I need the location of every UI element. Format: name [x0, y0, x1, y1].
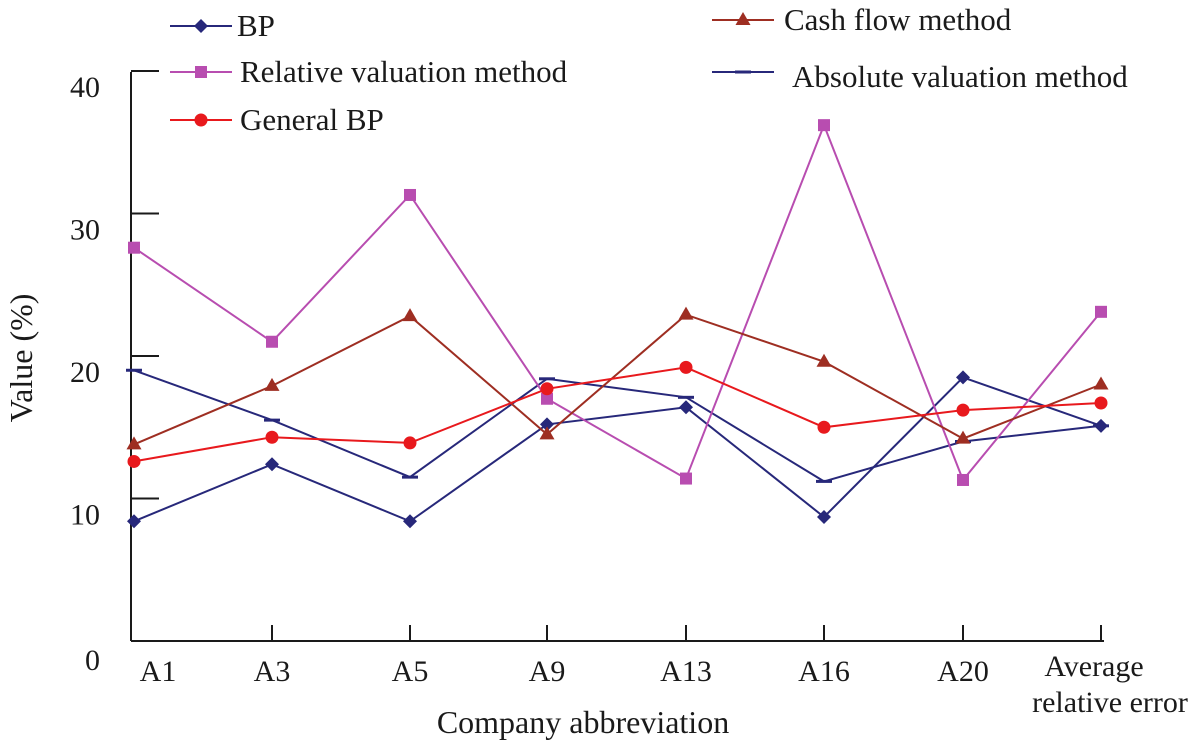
point-general-bp-a20: [956, 403, 970, 417]
x-tick-label-a9: A9: [529, 655, 566, 688]
point-bp-a5: [403, 514, 417, 529]
legend-label-cash-flow-method: Cash flow method: [784, 2, 1012, 37]
legend-label-general-bp: General BP: [240, 102, 384, 137]
point-cash-flow-method-average-relative-error: [1093, 376, 1109, 390]
point-general-bp-a1: [127, 454, 141, 468]
point-relative-valuation-method-a3: [266, 335, 278, 348]
y-tick-label-20: 20: [70, 356, 100, 389]
point-relative-valuation-method-a5: [404, 188, 416, 201]
point-bp-a13: [679, 400, 693, 415]
x-tick-label-average-relative-error: Average relative error: [1032, 650, 1188, 719]
series-line-general-bp: [133, 366, 1102, 463]
series-lines: [133, 122, 1102, 523]
x-tick-label-a16: A16: [798, 655, 850, 688]
point-relative-valuation-method-a1: [128, 241, 140, 254]
point-general-bp-a9: [540, 382, 554, 396]
legend-item-absolute-valuation-method: Absolute valuation method: [712, 59, 1128, 94]
point-relative-valuation-method-a9: [541, 392, 553, 405]
legend-item-bp: BP: [170, 8, 275, 43]
legend-marker-bp: [194, 19, 208, 33]
x-tick-label-a13: A13: [660, 655, 712, 688]
point-relative-valuation-method-average-relative-error: [1095, 305, 1107, 318]
x-tick-label-a3: A3: [254, 655, 291, 688]
axes: 0 10 20 30 40 A1 A3 A5 A9 A13 A16 A20 Average relativ…: [3, 70, 1188, 740]
x-axis-title: Company abbreviation: [437, 704, 729, 740]
point-cash-flow-method-a3: [264, 377, 280, 391]
point-relative-valuation-method-a20: [957, 473, 969, 486]
legend-marker-relative-valuation-method: [195, 66, 207, 78]
point-bp-a3: [265, 457, 279, 472]
point-bp-a20: [956, 370, 970, 385]
point-cash-flow-method-a5: [402, 308, 418, 322]
legend-marker-general-bp: [194, 113, 208, 127]
point-bp-a16: [817, 510, 831, 525]
point-cash-flow-method-a16: [816, 353, 832, 367]
point-bp-a1: [127, 514, 141, 529]
point-cash-flow-method-a1: [126, 436, 142, 450]
legend-label-absolute-valuation-method: Absolute valuation method: [792, 59, 1128, 94]
series-markers: [126, 119, 1109, 529]
series-line-bp: [133, 376, 1102, 523]
point-bp-a9: [540, 417, 554, 432]
series-line-cash-flow-method: [133, 313, 1102, 446]
y-tick-label-30: 30: [70, 214, 100, 247]
point-relative-valuation-method-a16: [818, 119, 830, 132]
point-general-bp-a5: [403, 436, 417, 450]
point-general-bp-average-relative-error: [1094, 396, 1108, 410]
x-tick-label-a5: A5: [392, 655, 429, 688]
point-general-bp-a13: [679, 360, 693, 374]
legend-label-bp: BP: [237, 8, 275, 43]
point-relative-valuation-method-a13: [680, 472, 692, 485]
legend-item-cash-flow-method: Cash flow method: [712, 2, 1012, 37]
legend-marker-cash-flow-method: [735, 12, 751, 25]
legend-item-relative-valuation-method: Relative valuation method: [170, 54, 568, 89]
legend-label-relative-valuation-method: Relative valuation method: [240, 54, 568, 89]
point-cash-flow-method-a13: [678, 306, 694, 320]
point-general-bp-a3: [265, 430, 279, 444]
legend-item-general-bp: General BP: [170, 102, 384, 137]
x-tick-label-a1: A1: [140, 655, 177, 688]
series-line-absolute-valuation-method: [133, 369, 1102, 483]
y-tick-label-10: 10: [70, 499, 100, 532]
y-axis-title: Value (%): [3, 294, 39, 423]
series-line-relative-valuation-method: [133, 122, 1102, 482]
legend: BP Relative valuation method General BP Cas…: [170, 2, 1128, 137]
y-tick-label-0: 0: [85, 644, 100, 677]
point-cash-flow-method-a9: [539, 426, 555, 440]
point-general-bp-a16: [817, 420, 831, 434]
x-tick-label-a20: A20: [937, 655, 989, 688]
point-cash-flow-method-a20: [955, 430, 971, 444]
y-tick-label-40: 40: [70, 71, 100, 104]
